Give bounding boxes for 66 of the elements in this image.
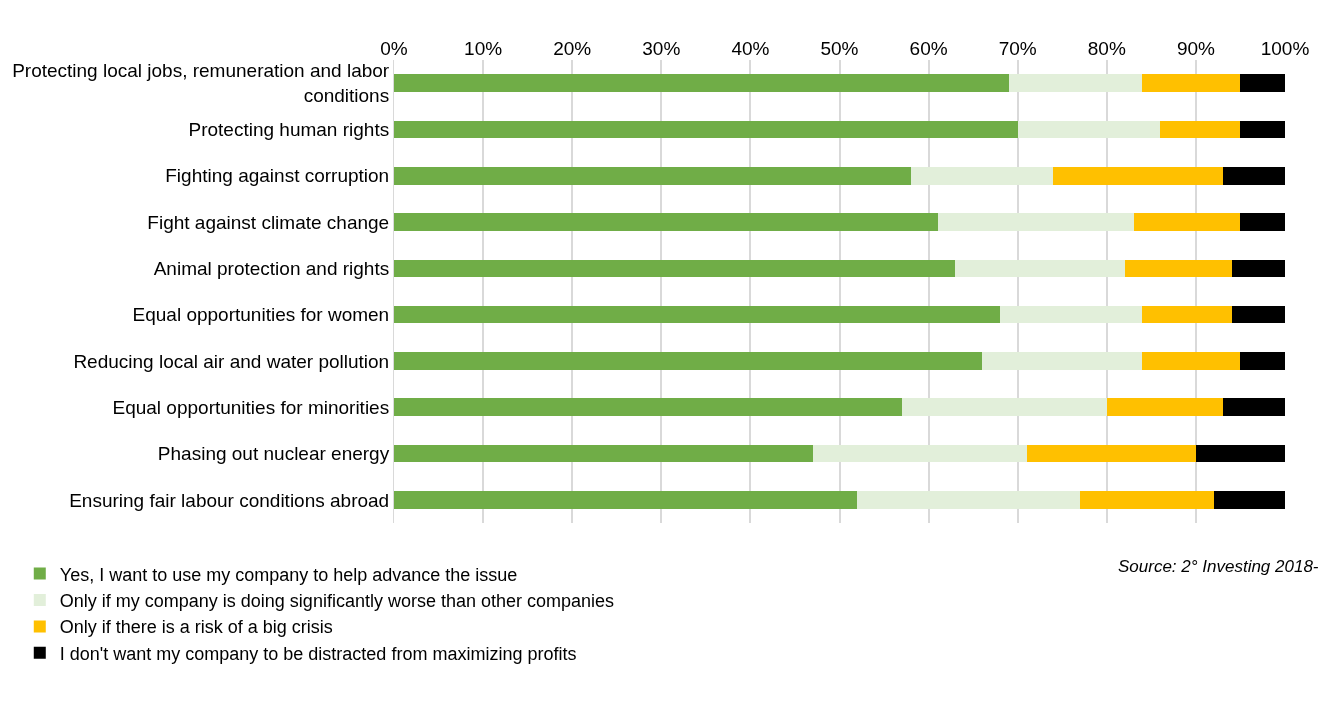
y-tick-label: Fighting against corruption [165, 165, 390, 187]
bar [394, 305, 1000, 324]
bar [394, 352, 983, 370]
bar [955, 259, 1125, 278]
legend-label: Only if there is a risk of a big crisis [59, 617, 333, 638]
bar [1008, 74, 1143, 92]
bar [910, 166, 1054, 185]
x-tick-label: 40% [731, 38, 770, 60]
bar [1053, 166, 1223, 185]
x-tick-label: 90% [1176, 38, 1216, 60]
bar [857, 491, 1081, 509]
bar [1106, 398, 1223, 417]
x-tick-label: 100% [1260, 38, 1310, 60]
y-tick-label: Ensuring fair labour conditions abroad [69, 489, 390, 511]
y-tick-label: Protecting human rights [188, 119, 390, 141]
x-tick-label: 0% [380, 38, 408, 60]
x-tick-label: 10% [464, 38, 503, 60]
bar [394, 444, 813, 463]
bar [982, 352, 1143, 370]
bar [1142, 305, 1232, 324]
bar [394, 120, 1018, 139]
bar [1080, 491, 1214, 509]
bar [937, 213, 1134, 231]
bar [1231, 259, 1285, 278]
bar [1213, 491, 1285, 509]
bar [394, 491, 858, 509]
y-tick-label: Protecting local jobs, remuneration and labor conditions [12, 60, 390, 107]
x-tick-label: 50% [820, 38, 859, 60]
y-tick-label: Reducing local air and water pollution [73, 350, 390, 372]
y-tick-label: Animal protection and rights [153, 258, 390, 279]
bar [1240, 352, 1285, 370]
bar [394, 259, 956, 278]
bar [394, 213, 938, 231]
bar [1133, 213, 1241, 231]
y-tick-label: Equal opportunities for minorities [112, 396, 390, 418]
y-tick-label: Fight against climate change [147, 211, 390, 233]
legend-label: Only if my company is doing significantly worse than other companies [59, 591, 615, 612]
bar [1017, 120, 1161, 139]
bar [394, 166, 911, 185]
bar [1026, 444, 1196, 463]
bar [1240, 120, 1285, 139]
bar [394, 74, 1009, 92]
x-tick-label: 80% [1087, 38, 1126, 60]
x-tick-label: 70% [998, 38, 1037, 60]
legend-label: Yes, I want to use my company to help advance the issue [59, 564, 518, 585]
bar [812, 444, 1027, 463]
bar [1231, 305, 1285, 324]
bar [1195, 444, 1285, 463]
bar [1222, 166, 1285, 185]
bar [1240, 74, 1285, 92]
bar [1142, 352, 1241, 370]
x-tick-label: 30% [642, 38, 681, 60]
x-tick-label: 20% [553, 38, 592, 60]
bar [394, 398, 902, 417]
bar [1142, 74, 1241, 92]
bar [999, 305, 1143, 324]
y-tick-label: Equal opportunities for women [132, 304, 390, 326]
bar [1160, 120, 1241, 139]
legend-label: I don't want my company to be distracted from maximizing profits [59, 643, 577, 664]
bar [1240, 213, 1285, 231]
source-note: Source: 2° Investing 2018- [1118, 557, 1319, 576]
y-tick-label: Phasing out nuclear energy [157, 443, 390, 465]
bar [1222, 398, 1285, 417]
x-tick-label: 60% [909, 38, 948, 60]
bar [1124, 259, 1232, 278]
bar [901, 398, 1107, 417]
